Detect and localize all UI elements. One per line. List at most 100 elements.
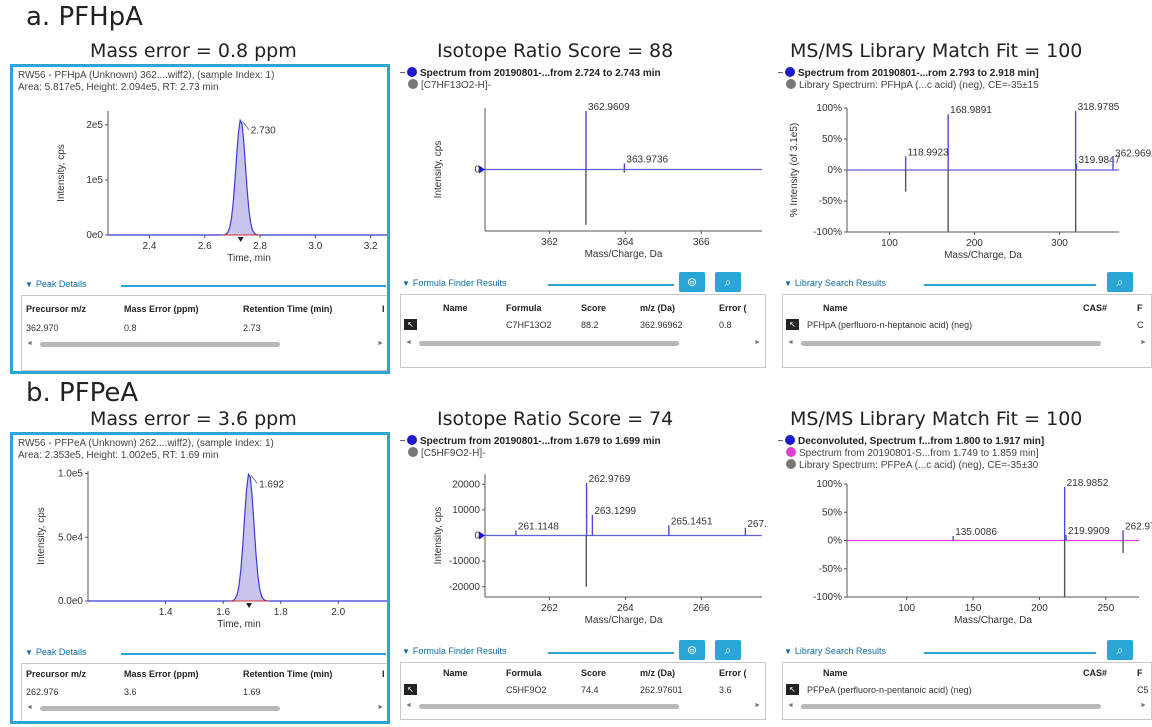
library-search-button[interactable]: ⌕ <box>1107 272 1133 292</box>
scroll-right-arrow-icon[interactable]: ► <box>377 340 384 347</box>
result-pointer-icon[interactable]: ↖ <box>786 684 799 695</box>
formula-finder-grid-b[interactable]: Name Formula Score m/z (Da) Error ( ↖ C5… <box>400 662 766 720</box>
x-tick-label: 200 <box>1031 603 1048 614</box>
x-tick-label: 2.6 <box>198 241 212 252</box>
chromatogram-trace <box>108 118 387 236</box>
horizontal-scrollbar[interactable]: ◄ ► <box>405 339 761 348</box>
scrollbar-thumb[interactable] <box>801 341 1101 346</box>
formula-finder-grid-a[interactable]: Name Formula Score m/z (Da) Error ( ↖ C7… <box>400 294 766 368</box>
scrollbar-thumb[interactable] <box>801 704 1101 709</box>
formula-finder-header-a[interactable]: ▼ Formula Finder Results <box>402 278 507 288</box>
library-search-grid-b[interactable]: Name CAS# F ↖ PFPeA (perfluoro-n-pentano… <box>782 662 1152 720</box>
section-title-b: b. PFPeA <box>26 378 139 408</box>
peak-label: 362.9692 <box>1115 149 1152 160</box>
result-pointer-icon[interactable]: ↖ <box>786 319 799 330</box>
x-tick-label: 3.2 <box>364 241 378 252</box>
x-tick-label: 366 <box>693 237 710 248</box>
section-divider <box>924 652 1096 654</box>
peak-label: 319.9847 <box>1078 155 1120 166</box>
xic-panel-a[interactable]: RW56 - PFHpA (Unknown) 362....wiff2), (s… <box>10 64 390 374</box>
scroll-left-arrow-icon[interactable]: ◄ <box>787 702 794 709</box>
x-tick-label: 150 <box>965 603 982 614</box>
section-divider <box>121 653 386 655</box>
x-tick-label: 2.0 <box>331 607 345 618</box>
scrollbar-thumb[interactable] <box>419 704 679 709</box>
peak-area-fill <box>229 473 269 601</box>
horizontal-scrollbar[interactable]: ◄ ► <box>405 702 761 711</box>
horizontal-scrollbar[interactable]: ◄ ► <box>26 704 384 713</box>
isotope-ratio-title-b: Isotope Ratio Score = 74 <box>437 408 674 430</box>
xic-header-line2: Area: 2.353e5, Height: 1.002e5, RT: 1.69… <box>18 450 219 461</box>
peak-label-leader <box>250 474 258 484</box>
scroll-left-arrow-icon[interactable]: ◄ <box>405 702 412 709</box>
peak-label: 168.9891 <box>950 105 992 116</box>
peak-label: 1.692 <box>259 479 284 490</box>
formula-search-button[interactable]: ⌕ <box>715 640 741 660</box>
peak-details-grid-a[interactable]: Precursor m/z Mass Error (ppm) Retention… <box>21 295 387 371</box>
y-tick-label: 20000 <box>452 479 480 490</box>
scroll-left-arrow-icon[interactable]: ◄ <box>26 704 33 711</box>
series-dot-icon <box>407 67 417 77</box>
xic-panel-b[interactable]: RW56 - PFPeA (Unknown) 262....wiff2), (s… <box>10 432 390 724</box>
y-tick-label: -100% <box>813 227 842 238</box>
scroll-left-arrow-icon[interactable]: ◄ <box>26 340 33 347</box>
scrollbar-thumb[interactable] <box>419 341 679 346</box>
horizontal-scrollbar[interactable]: ◄ ► <box>787 702 1147 711</box>
scroll-left-arrow-icon[interactable]: ◄ <box>405 339 412 346</box>
spectrum-header-line3: Library Spectrum: PFPeA (...c acid) (neg… <box>786 459 1038 472</box>
isotope-chart-b: 20000 10000 0 -10000 -20000 262 264 266 Mass/Cha… <box>433 474 768 626</box>
collapse-triangle-icon: ▼ <box>784 647 792 656</box>
peak-details-header-b[interactable]: ▼ Peak Details <box>25 647 87 657</box>
peak-label: 218.9852 <box>1067 478 1109 489</box>
y-tick-label: -50% <box>819 196 842 207</box>
scroll-right-arrow-icon[interactable]: ► <box>754 339 761 346</box>
formula-options-button[interactable]: ⊜ <box>679 640 705 660</box>
library-chart-b: 100% 50% 0% -50% -100% 100 150 200 250 Mass/Charg… <box>813 478 1152 626</box>
x-tick-label: 2.8 <box>253 241 267 252</box>
x-tick-label: 364 <box>617 237 634 248</box>
result-pointer-icon[interactable]: ↖ <box>404 684 417 695</box>
peak-details-header-a[interactable]: ▼ Peak Details <box>25 279 87 289</box>
library-search-header-a[interactable]: ▼ Library Search Results <box>784 278 886 288</box>
scroll-right-arrow-icon[interactable]: ► <box>377 704 384 711</box>
retention-marker <box>237 237 244 242</box>
scroll-right-arrow-icon[interactable]: ► <box>754 702 761 709</box>
library-panel-a[interactable]: Spectrum from 20190801-...rom 2.793 to 2… <box>774 64 1152 374</box>
scroll-right-arrow-icon[interactable]: ► <box>1140 702 1147 709</box>
scrollbar-thumb[interactable] <box>40 342 280 347</box>
peak-label: 262.9769 <box>589 474 631 485</box>
peak-label: 263.1299 <box>594 506 636 517</box>
peak-label: 2.730 <box>251 126 276 137</box>
horizontal-scrollbar[interactable]: ◄ ► <box>26 340 384 349</box>
horizontal-scrollbar[interactable]: ◄ ► <box>787 339 1147 348</box>
x-axis-label: Mass/Charge, Da <box>585 615 663 626</box>
peak-label: 265.1451 <box>671 516 713 527</box>
scroll-right-arrow-icon[interactable]: ► <box>1140 339 1147 346</box>
isotope-panel-b[interactable]: Spectrum from 20190801-...from 1.679 to … <box>396 432 768 724</box>
result-pointer-icon[interactable]: ↖ <box>404 319 417 330</box>
y-tick-label: 0.0e0 <box>58 596 83 607</box>
peak-label: 135.0086 <box>955 527 997 538</box>
scrollbar-thumb[interactable] <box>40 706 280 711</box>
isotope-ratio-title-a: Isotope Ratio Score = 88 <box>437 40 674 62</box>
series-dot-icon <box>408 79 418 89</box>
spectrum-header-line1: Spectrum from 20190801-...from 1.679 to … <box>400 435 661 448</box>
xic-header-line1: RW56 - PFPeA (Unknown) 262....wiff2), (s… <box>18 438 274 449</box>
formula-search-button[interactable]: ⌕ <box>715 272 741 292</box>
formula-options-button[interactable]: ⊜ <box>679 272 705 292</box>
library-search-header-b[interactable]: ▼ Library Search Results <box>784 646 886 656</box>
library-search-button[interactable]: ⌕ <box>1107 640 1133 660</box>
isotope-panel-a[interactable]: Spectrum from 20190801-...from 2.724 to … <box>396 64 768 374</box>
peak-label: 318.9785 <box>1078 102 1120 113</box>
scroll-left-arrow-icon[interactable]: ◄ <box>787 339 794 346</box>
collapse-triangle-icon: ▼ <box>784 279 792 288</box>
peak-details-grid-b[interactable]: Precursor m/z Mass Error (ppm) Retention… <box>21 663 387 721</box>
library-search-grid-a[interactable]: Name CAS# F ↖ PFHpA (perfluoro-n-heptano… <box>782 294 1152 368</box>
collapse-triangle-icon: ▼ <box>25 648 33 657</box>
library-panel-b[interactable]: Deconvoluted, Spectrum f...from 1.800 to… <box>774 432 1152 724</box>
y-axis-label: Intensity, cps <box>433 507 444 565</box>
section-divider <box>121 285 386 287</box>
peak-label: 362.9609 <box>588 102 630 113</box>
y-tick-label: 1.0e5 <box>58 469 83 480</box>
formula-finder-header-b[interactable]: ▼ Formula Finder Results <box>402 646 507 656</box>
